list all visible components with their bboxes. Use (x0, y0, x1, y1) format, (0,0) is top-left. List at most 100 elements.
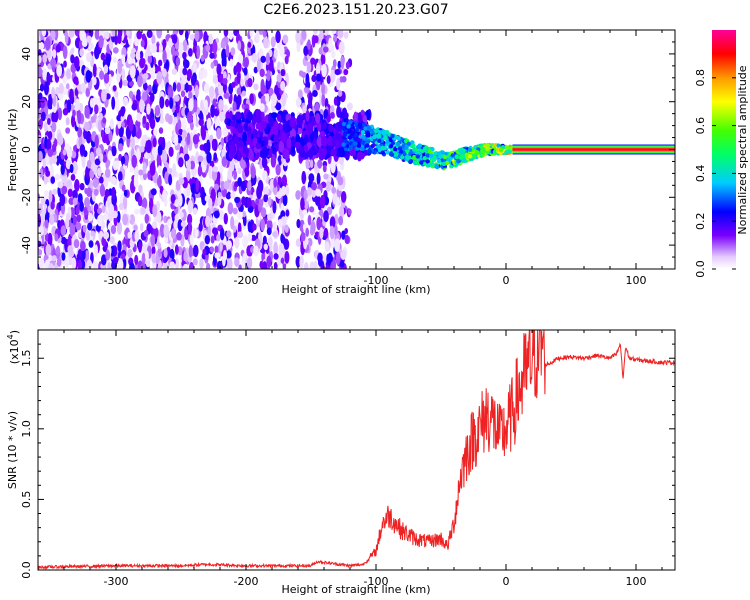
spectrogram-x-tick-label: -100 (364, 274, 389, 287)
signal-blob (382, 129, 387, 135)
noise-blob (127, 231, 132, 239)
noise-blob (270, 154, 277, 168)
noise-blob (305, 227, 310, 238)
noise-blob (129, 65, 136, 79)
noise-blob (312, 30, 319, 35)
noise-blob (79, 48, 84, 57)
noise-blob (86, 52, 93, 63)
band-blob (273, 135, 279, 143)
spectrogram-y-tick-label: -40 (20, 236, 33, 254)
noise-blob (317, 33, 323, 43)
noise-blob (70, 114, 76, 128)
noise-blob (334, 225, 338, 236)
noise-blob (186, 159, 191, 172)
signal-blob (474, 149, 480, 155)
noise-blob (313, 35, 319, 44)
noise-blob (330, 237, 335, 249)
signal-blob (412, 154, 417, 160)
noise-blob (56, 258, 62, 267)
noise-blob (217, 196, 222, 206)
noise-blob (151, 221, 158, 229)
noise-blob (216, 127, 222, 140)
noise-blob (64, 256, 70, 269)
noise-blob (65, 127, 71, 134)
noise-blob (56, 64, 63, 77)
band-blob (248, 149, 254, 161)
noise-blob (74, 79, 79, 86)
noise-blob (169, 261, 175, 269)
band-blob (281, 132, 287, 144)
noise-blob (344, 234, 350, 245)
noise-blob (265, 93, 270, 104)
noise-blob (299, 255, 304, 269)
noise-blob (138, 241, 142, 253)
noise-blob (175, 257, 179, 269)
noise-blob (122, 213, 129, 226)
signal-blob (415, 154, 421, 159)
noise-blob (42, 67, 47, 81)
noise-blob (194, 229, 199, 238)
signal-blob (440, 150, 445, 155)
noise-blob (152, 137, 157, 148)
noise-blob (44, 219, 49, 229)
noise-blob (168, 146, 174, 158)
noise-blob (51, 255, 58, 262)
noise-blob (337, 60, 342, 69)
noise-blob (117, 60, 123, 74)
noise-blob (227, 168, 233, 181)
noise-blob (185, 82, 189, 93)
noise-blob (203, 83, 210, 94)
noise-blob (198, 70, 205, 80)
signal-blob (480, 150, 485, 155)
noise-blob (85, 69, 92, 83)
noise-blob (104, 168, 111, 178)
colorbar-ticks: 0.0 0.2 0.4 0.6 0.8 (694, 69, 736, 278)
noise-blob (189, 34, 196, 41)
noise-blob (128, 118, 134, 132)
spectrogram-x-tick-label: 0 (503, 274, 510, 287)
band-blob (327, 135, 333, 148)
noise-blob (156, 153, 161, 167)
noise-blob (145, 121, 150, 131)
noise-blob (187, 199, 194, 214)
noise-blob (163, 224, 170, 238)
noise-blob (189, 160, 196, 170)
noise-blob (157, 144, 163, 156)
spectrogram-y-tick-label: -20 (20, 188, 33, 206)
noise-blob (237, 167, 242, 175)
noise-blob (149, 92, 155, 103)
noise-blob (231, 81, 236, 88)
noise-blob (333, 34, 338, 43)
noise-blob (72, 197, 78, 206)
signal-blob (353, 141, 358, 146)
noise-blob (41, 30, 47, 37)
noise-blob (71, 257, 77, 269)
band-blob (255, 114, 261, 122)
noise-blob (98, 176, 104, 184)
snr-x-tick-label: -200 (234, 575, 259, 588)
noise-blob (140, 39, 145, 48)
noise-blob (219, 164, 224, 175)
colorbar-tick-label: 0.6 (694, 117, 707, 135)
signal-blob (361, 134, 366, 140)
noise-blob (66, 99, 72, 113)
noise-blob (157, 59, 163, 67)
noise-blob (340, 190, 347, 203)
colorbar: 0.0 0.2 0.4 0.6 0.8 Normalized spectral ampl… (694, 30, 749, 278)
noise-blob (164, 235, 169, 244)
noise-blob (192, 62, 197, 73)
noise-blob (211, 138, 216, 151)
noise-blob (72, 109, 76, 118)
noise-blob (69, 163, 74, 174)
noise-blob (38, 41, 45, 50)
noise-blob (300, 197, 305, 211)
noise-blob (111, 186, 116, 200)
noise-blob (99, 70, 105, 80)
signal-blob (367, 149, 373, 154)
noise-blob (102, 117, 107, 124)
snr-x-tick-label: -300 (104, 575, 129, 588)
noise-blob (192, 207, 198, 215)
noise-blob (81, 248, 86, 261)
signal-blob (353, 120, 359, 126)
noise-blob (186, 111, 193, 124)
